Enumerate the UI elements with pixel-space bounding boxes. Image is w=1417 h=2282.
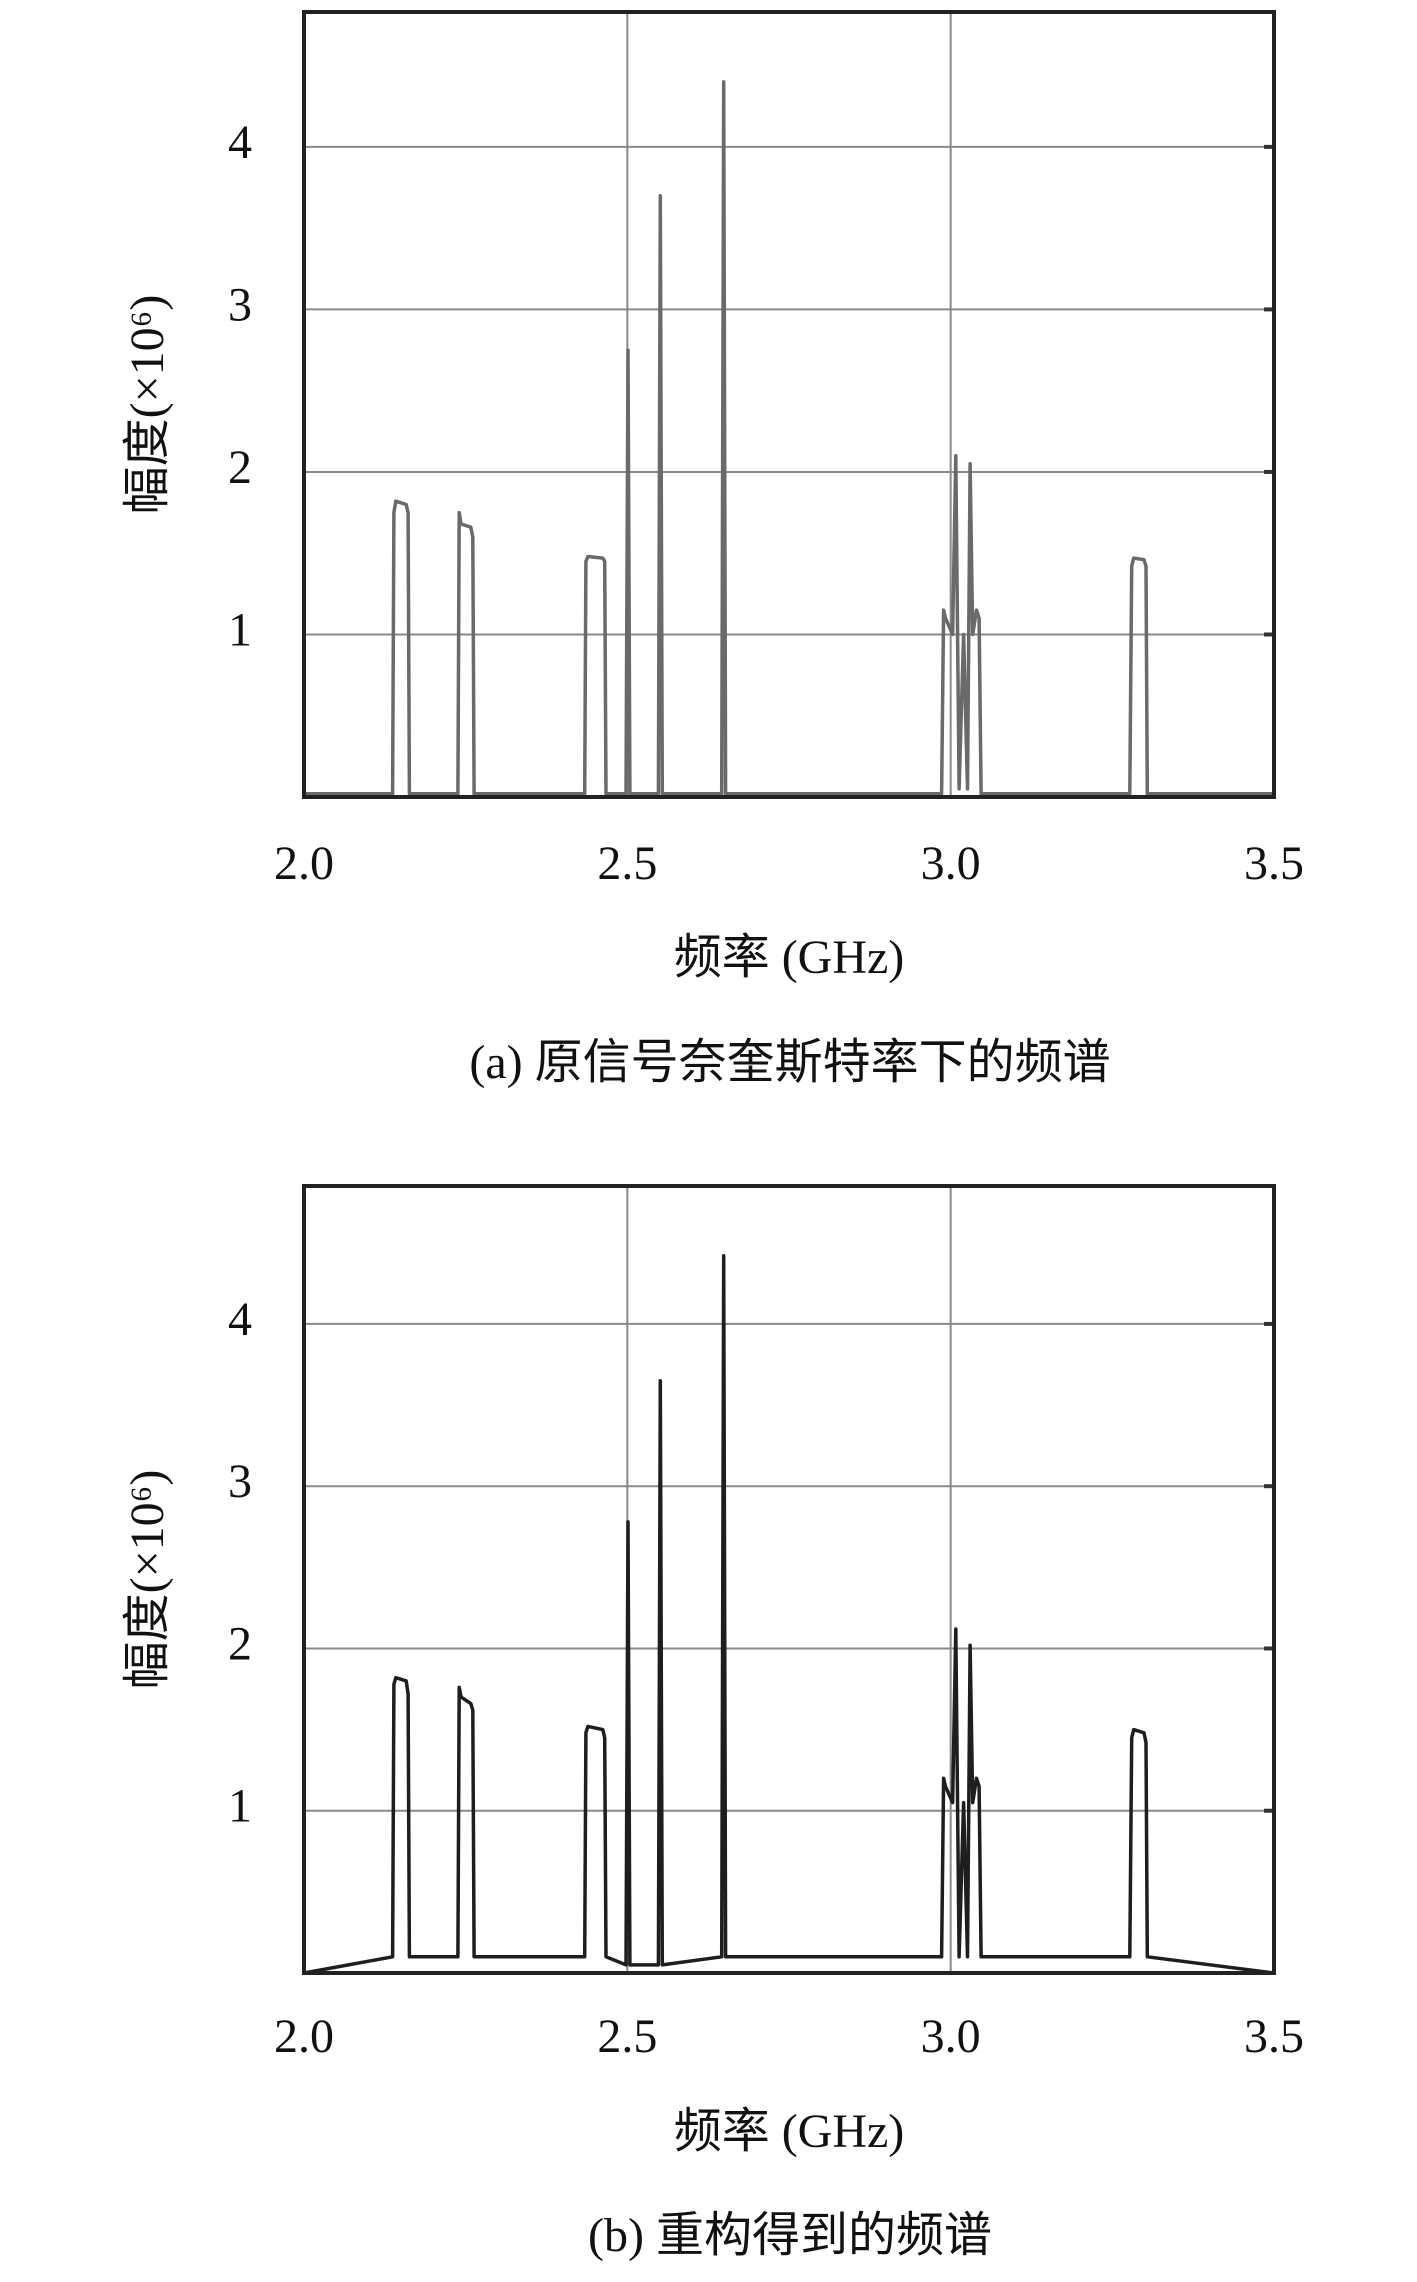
spectrum-line	[304, 80, 1274, 796]
x-tick-label: 3.5	[1244, 837, 1304, 890]
x-axis-label: 频率 (GHz)	[674, 931, 905, 984]
x-tick-label: 3.0	[921, 2010, 981, 2063]
plot-frame	[302, 1184, 1276, 1975]
caption: (a) 原信号奈奎斯特率下的频谱	[469, 1036, 1110, 1089]
y-tick-label: 3	[228, 1455, 252, 1508]
y-tick-label: 1	[228, 603, 252, 656]
x-tick-label: 3.5	[1244, 2010, 1304, 2063]
x-tick-label: 2.5	[597, 837, 657, 890]
y-tick-label: 4	[228, 116, 252, 169]
x-tick-label: 2.5	[597, 2010, 657, 2063]
y-axis-label: 幅度(×10⁶)	[121, 1470, 174, 1690]
spectrum-line	[303, 1254, 1275, 1975]
x-tick-label: 2.0	[274, 2010, 334, 2063]
plot-frame	[302, 10, 1276, 799]
y-tick-label: 2	[228, 441, 252, 494]
y-axis-label: 幅度(×10⁶)	[121, 295, 174, 515]
x-axis-label: 频率 (GHz)	[674, 2105, 905, 2158]
x-tick-label: 2.0	[274, 837, 334, 890]
caption: (b) 重构得到的频谱	[588, 2209, 992, 2262]
y-tick-label: 4	[228, 1293, 252, 1346]
x-tick-label: 3.0	[921, 837, 981, 890]
y-tick-label: 1	[228, 1780, 252, 1833]
y-tick-label: 3	[228, 278, 252, 331]
y-tick-label: 2	[228, 1617, 252, 1670]
